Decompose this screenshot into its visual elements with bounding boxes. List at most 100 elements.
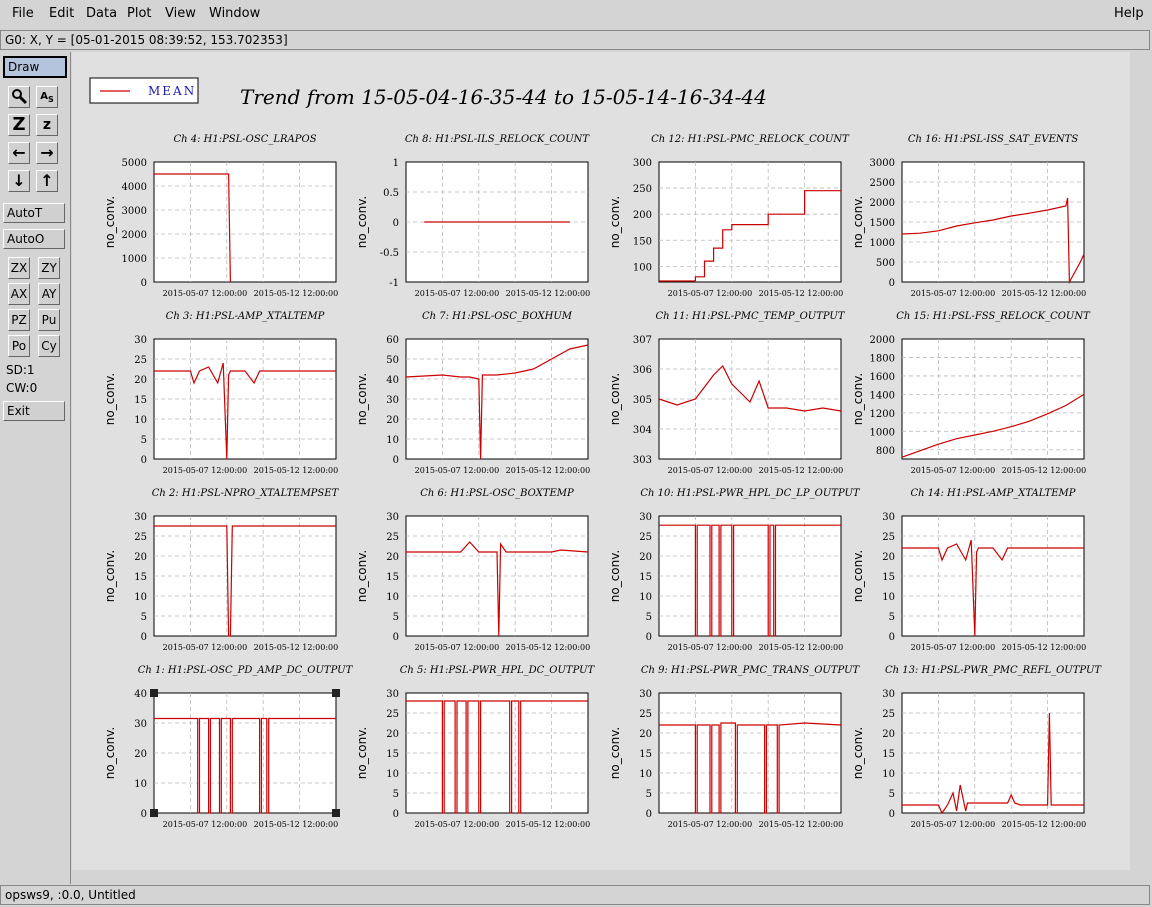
selection-handle[interactable] — [332, 689, 340, 697]
chart-grid: Ch 4: H1:PSL-OSC_LRAPOS01000200030004000… — [103, 134, 1102, 829]
ay-button[interactable]: AY — [38, 283, 60, 305]
pan-right-button[interactable]: → — [36, 142, 58, 164]
y-tick-label: 50 — [386, 355, 399, 366]
series-line — [659, 524, 841, 637]
menu-window[interactable]: Window — [209, 6, 261, 21]
selection-handle[interactable] — [332, 809, 340, 817]
y-axis-label: no_conv. — [608, 550, 622, 602]
chart-4[interactable]: Ch 16: H1:PSL-ISS_SAT_EVENTS 0 500 1000 1500… — [851, 134, 1086, 298]
x-tick-label: 2015-05-12 12:00:00 — [506, 466, 591, 475]
series-line — [406, 700, 588, 814]
chart-12[interactable]: Ch 14: H1:PSL-AMP_XTALTEMP 0 5 10 15 20 25 30 20… — [851, 488, 1086, 652]
chart-3[interactable]: Ch 12: H1:PSL-PMC_RELOCK_COUNT 100 150 200 2… — [608, 134, 850, 298]
y-tick-label: 0 — [889, 809, 895, 820]
menu-edit[interactable]: Edit — [49, 6, 75, 21]
pan-down-button[interactable]: ↓ — [8, 170, 30, 192]
chart-7[interactable]: Ch 11: H1:PSL-PMC_TEMP_OUTPUT 303 304 305 30… — [608, 311, 846, 475]
autot-button[interactable]: AutoT — [3, 203, 65, 223]
y-axis-label: no_conv. — [355, 196, 369, 248]
menu-help[interactable]: Help — [1114, 6, 1144, 21]
y-tick-label: 15 — [134, 395, 147, 406]
y-tick-label: 25 — [882, 709, 895, 720]
y-tick-label: 20 — [134, 375, 147, 386]
y-axis-label: no_conv. — [851, 550, 865, 602]
x-tick-label: 2015-05-12 12:00:00 — [254, 643, 339, 652]
x-tick-label: 2015-05-12 12:00:00 — [759, 643, 844, 652]
x-tick-label: 2015-05-07 12:00:00 — [415, 820, 500, 829]
y-tick-label: 0 — [141, 809, 147, 820]
selection-handle[interactable] — [150, 689, 158, 697]
series-line — [659, 190, 841, 282]
chart-16[interactable]: Ch 13: H1:PSL-PWR_PMC_REFL_OUTPUT 0 5 10 15 2… — [851, 665, 1102, 829]
plot-area: MEAN Trend from 15-05-04-16-35-44 to 15-… — [89, 77, 1102, 829]
magnify-button[interactable] — [8, 86, 30, 108]
chart-11[interactable]: Ch 10: H1:PSL-PWR_HPL_DC_LP_OUTPUT 0 5 10 15… — [608, 488, 861, 652]
chart-1[interactable]: Ch 4: H1:PSL-OSC_LRAPOS 0 1000 2000 3000 4000… — [103, 134, 338, 298]
y-axis-label: no_conv. — [608, 196, 622, 248]
magnifier-icon — [12, 89, 28, 105]
x-tick-label: 2015-05-12 12:00:00 — [759, 466, 844, 475]
y-tick-label: 307 — [633, 335, 652, 346]
menu-view[interactable]: View — [165, 6, 196, 21]
y-tick-label: 10 — [386, 435, 399, 446]
chart-15[interactable]: Ch 9: H1:PSL-PWR_PMC_TRANS_OUTPUT 0 5 10 15 2… — [608, 665, 861, 829]
x-tick-label: 2015-05-07 12:00:00 — [911, 466, 996, 475]
chart-2[interactable]: Ch 8: H1:PSL-ILS_RELOCK_COUNT -1 -0.5 0 0.5 1… — [355, 134, 590, 298]
y-axis-label: no_conv. — [608, 727, 622, 779]
plot-canvas[interactable]: MEAN Trend from 15-05-04-16-35-44 to 15-… — [72, 52, 1130, 870]
chart-9[interactable]: Ch 2: H1:PSL-NPRO_XTALTEMPSET 0 5 10 15 20 25 3… — [103, 488, 340, 652]
chart-13[interactable]: Ch 1: H1:PSL-OSC_PD_AMP_DC_OUTPUT 0 10 20 30… — [103, 665, 354, 829]
y-tick-label: 25 — [639, 532, 652, 543]
y-tick-label: 20 — [882, 729, 895, 740]
chart-14[interactable]: Ch 5: H1:PSL-PWR_HPL_DC_OUTPUT 0 5 10 15 20 25… — [355, 665, 596, 829]
chart-8[interactable]: Ch 15: H1:PSL-FSS_RELOCK_COUNT 800 1000 120… — [851, 311, 1091, 475]
zoom-in-large-button[interactable]: Z — [8, 114, 30, 136]
y-tick-label: 10 — [639, 769, 652, 780]
pan-up-button[interactable]: ↑ — [36, 170, 58, 192]
y-axis-label: no_conv. — [355, 373, 369, 425]
ax-button[interactable]: AX — [8, 283, 30, 305]
zoom-in-small-button[interactable]: z — [36, 114, 58, 136]
y-tick-label: 3000 — [122, 206, 147, 217]
draw-button[interactable]: Draw — [3, 56, 67, 78]
y-tick-label: 0 — [141, 278, 147, 289]
y-tick-label: 10 — [882, 592, 895, 603]
cy-button[interactable]: Cy — [38, 335, 60, 357]
selection-handle[interactable] — [150, 809, 158, 817]
po-button[interactable]: Po — [8, 335, 30, 357]
y-tick-label: 25 — [882, 532, 895, 543]
chart-6[interactable]: Ch 7: H1:PSL-OSC_BOXHUM 0 10 20 30 40 50 60 2015… — [355, 311, 590, 475]
x-tick-label: 2015-05-12 12:00:00 — [1002, 643, 1087, 652]
cw-indicator: CW:0 — [6, 381, 38, 395]
menu-data[interactable]: Data — [86, 6, 118, 21]
menu-plot[interactable]: Plot — [127, 6, 152, 21]
x-tick-label: 2015-05-07 12:00:00 — [911, 289, 996, 298]
legend-label: MEAN — [148, 84, 196, 98]
y-tick-label: 15 — [639, 749, 652, 760]
series-line — [902, 712, 1084, 815]
chart-title: Ch 16: H1:PSL-ISS_SAT_EVENTS — [908, 134, 1079, 145]
y-tick-label: 10 — [134, 592, 147, 603]
series-line — [901, 393, 1085, 458]
axis-scale-button[interactable]: AS — [36, 86, 58, 108]
chart-10[interactable]: Ch 6: H1:PSL-OSC_BOXTEMP 0 5 10 15 20 25 30 2015… — [355, 488, 590, 652]
autoo-button[interactable]: AutoO — [3, 229, 65, 249]
y-tick-label: 25 — [386, 709, 399, 720]
pan-left-button[interactable]: ← — [8, 142, 30, 164]
exit-button[interactable]: Exit — [3, 401, 65, 421]
y-tick-label: 15 — [639, 572, 652, 583]
zy-button[interactable]: ZY — [38, 257, 60, 279]
chart-5[interactable]: Ch 3: H1:PSL-AMP_XTALTEMP 0 5 10 15 20 25 30 201… — [103, 311, 338, 475]
x-tick-label: 2015-05-07 12:00:00 — [415, 466, 500, 475]
y-tick-label: 5 — [646, 789, 652, 800]
y-tick-label: 0 — [141, 455, 147, 466]
y-axis-label: no_conv. — [851, 196, 865, 248]
y-tick-label: 0 — [393, 218, 399, 229]
pu-button[interactable]: Pu — [38, 309, 60, 331]
status-bar: opsws9, :0.0, Untitled — [0, 885, 1150, 905]
zx-button[interactable]: ZX — [8, 257, 30, 279]
menu-file[interactable]: File — [12, 6, 34, 21]
x-tick-label: 2015-05-07 12:00:00 — [163, 643, 248, 652]
y-tick-label: 0 — [393, 455, 399, 466]
pz-button[interactable]: PZ — [8, 309, 30, 331]
